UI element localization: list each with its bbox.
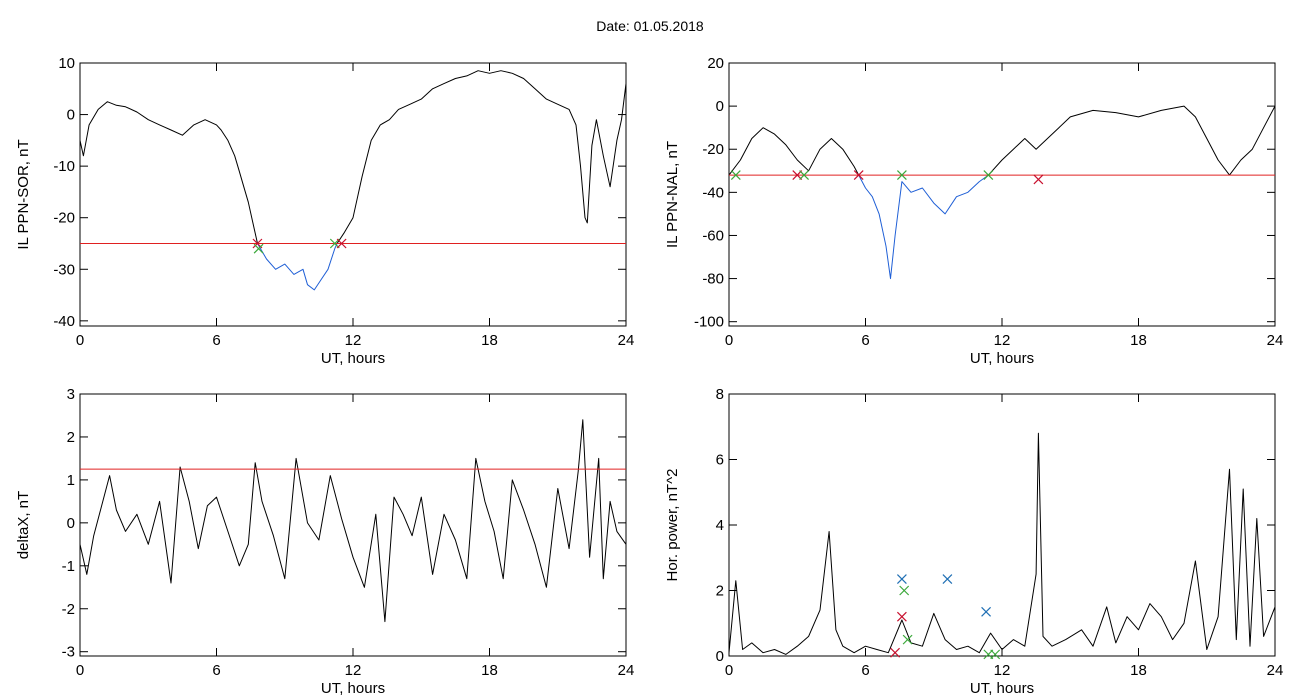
cross-marker xyxy=(896,611,907,622)
y-tick-label: 6 xyxy=(716,452,724,469)
y-tick-label: 1 xyxy=(67,472,75,489)
x-axis-label: UT, hours xyxy=(970,680,1034,697)
x-tick-label: 6 xyxy=(212,662,220,679)
y-tick-label: 20 xyxy=(707,55,724,72)
y-tick-label: 10 xyxy=(58,55,75,72)
cross-marker xyxy=(896,574,907,584)
series-line-0 xyxy=(79,419,627,623)
cross-marker xyxy=(899,585,910,596)
y-tick-label: 0 xyxy=(67,107,75,124)
y-tick-label: -20 xyxy=(53,210,75,227)
x-tick-label: 24 xyxy=(618,332,635,349)
x-tick-label: 12 xyxy=(994,332,1011,349)
y-tick-label: -2 xyxy=(62,601,75,618)
y-axis-label: IL PPN-NAL, nT xyxy=(664,141,681,248)
plot-frame xyxy=(79,62,627,327)
y-tick-label: -40 xyxy=(53,313,75,330)
series-line-2 xyxy=(988,105,1276,176)
chart-panel-2: 0 6 12 18 24 -100 -80 -60 -40 -20 0 20 UT, hours IL P… xyxy=(664,55,1283,367)
x-tick-label: 0 xyxy=(725,662,733,679)
y-tick-label: 2 xyxy=(716,583,724,600)
y-tick-label: 2 xyxy=(67,429,75,446)
series-line-2 xyxy=(336,70,627,244)
y-tick-label: 4 xyxy=(716,517,724,534)
y-axis-label: IL PPN-SOR, nT xyxy=(15,139,32,249)
page-title: Date: 01.05.2018 xyxy=(596,18,704,34)
y-tick-label: 3 xyxy=(67,386,75,403)
x-tick-label: 18 xyxy=(1130,662,1147,679)
x-tick-label: 0 xyxy=(76,332,84,349)
x-tick-label: 12 xyxy=(345,662,362,679)
y-axis-label: deltaX, nT xyxy=(15,491,32,559)
cross-marker xyxy=(981,606,991,617)
cross-marker xyxy=(890,647,900,658)
y-axis-label: Hor. power, nT^2 xyxy=(664,469,681,582)
y-tick-label: 8 xyxy=(716,386,724,403)
y-tick-label: -10 xyxy=(53,158,75,175)
x-tick-label: 0 xyxy=(725,332,733,349)
y-tick-label: -20 xyxy=(702,141,724,158)
y-tick-label: -60 xyxy=(702,227,724,244)
x-tick-label: 12 xyxy=(345,332,362,349)
y-tick-label: -3 xyxy=(62,644,75,661)
y-tick-label: -40 xyxy=(702,184,724,201)
plot-frame xyxy=(728,62,1276,327)
y-tick-label: 0 xyxy=(716,98,724,115)
x-tick-label: 12 xyxy=(994,662,1011,679)
cross-marker xyxy=(799,170,809,181)
plot-frame xyxy=(728,393,1276,657)
x-tick-label: 18 xyxy=(1130,332,1147,349)
cross-marker xyxy=(730,170,741,181)
cross-marker xyxy=(896,170,907,181)
x-axis-label: UT, hours xyxy=(321,680,385,697)
x-tick-label: 0 xyxy=(76,662,84,679)
y-tick-label: -100 xyxy=(694,314,724,331)
cross-marker xyxy=(336,238,347,249)
x-axis-label: UT, hours xyxy=(321,350,385,367)
y-tick-label: 0 xyxy=(716,648,724,665)
y-tick-label: -80 xyxy=(702,271,724,288)
y-tick-label: -1 xyxy=(62,558,75,575)
cross-marker xyxy=(1033,174,1044,185)
cross-marker xyxy=(983,170,994,181)
x-tick-label: 24 xyxy=(1267,662,1284,679)
y-tick-label: -30 xyxy=(53,261,75,278)
series-line-1 xyxy=(858,174,989,280)
cross-marker xyxy=(990,649,1001,660)
series-line-0 xyxy=(728,127,860,176)
series-line-1 xyxy=(257,243,338,291)
cross-marker xyxy=(253,243,264,254)
cross-marker xyxy=(853,170,864,181)
y-tick-label: 0 xyxy=(67,515,75,532)
series-line-0 xyxy=(79,101,258,244)
chart-panel-1: 0 6 12 18 24 -40 -30 -20 -10 0 10 UT, hours IL PPN-S… xyxy=(15,55,634,367)
x-tick-label: 24 xyxy=(1267,332,1284,349)
plot-frame xyxy=(79,393,627,657)
cross-marker xyxy=(942,574,953,584)
x-tick-label: 6 xyxy=(861,332,869,349)
x-tick-label: 18 xyxy=(481,662,498,679)
x-tick-label: 24 xyxy=(618,662,635,679)
x-tick-label: 6 xyxy=(861,662,869,679)
x-tick-label: 6 xyxy=(212,332,220,349)
series-line-0 xyxy=(728,432,1276,655)
x-tick-label: 18 xyxy=(481,332,498,349)
cross-marker xyxy=(902,634,913,645)
x-axis-label: UT, hours xyxy=(970,350,1034,367)
